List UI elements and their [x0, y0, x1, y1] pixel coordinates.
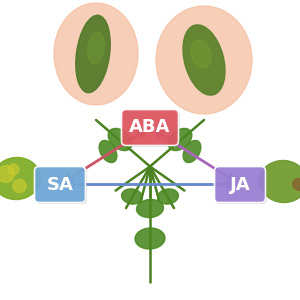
FancyBboxPatch shape — [122, 110, 179, 146]
Ellipse shape — [54, 3, 138, 105]
Circle shape — [13, 179, 26, 193]
Ellipse shape — [183, 25, 225, 95]
Ellipse shape — [191, 40, 211, 68]
Text: ABA: ABA — [129, 118, 171, 136]
Ellipse shape — [183, 140, 201, 163]
Ellipse shape — [158, 189, 178, 204]
FancyBboxPatch shape — [123, 111, 180, 147]
Ellipse shape — [76, 15, 110, 93]
Ellipse shape — [99, 140, 117, 163]
Ellipse shape — [135, 228, 165, 249]
Ellipse shape — [156, 6, 252, 114]
FancyBboxPatch shape — [216, 168, 267, 204]
Text: JA: JA — [230, 176, 250, 194]
Ellipse shape — [260, 160, 300, 202]
Ellipse shape — [122, 189, 142, 204]
Ellipse shape — [108, 128, 132, 151]
FancyBboxPatch shape — [34, 167, 86, 203]
Circle shape — [0, 166, 14, 182]
FancyBboxPatch shape — [35, 167, 86, 203]
Ellipse shape — [168, 128, 192, 151]
FancyBboxPatch shape — [36, 168, 87, 204]
FancyBboxPatch shape — [215, 167, 266, 203]
Circle shape — [8, 164, 19, 175]
FancyBboxPatch shape — [214, 167, 266, 203]
FancyBboxPatch shape — [122, 110, 178, 146]
Ellipse shape — [136, 200, 164, 217]
Text: SA: SA — [46, 176, 74, 194]
Ellipse shape — [0, 158, 40, 200]
Ellipse shape — [88, 32, 104, 64]
Ellipse shape — [292, 178, 300, 190]
